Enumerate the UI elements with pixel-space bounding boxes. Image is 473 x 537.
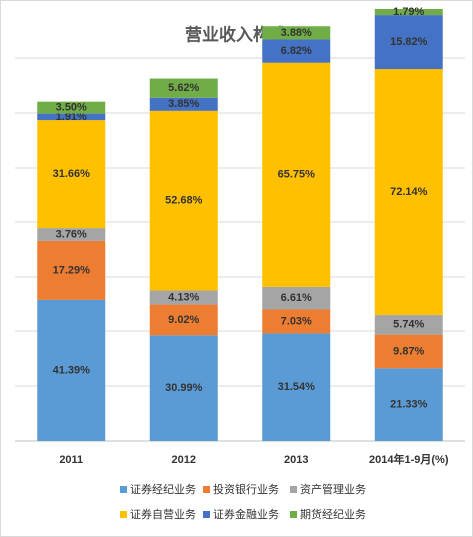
bar-segment — [149, 110, 218, 291]
bar-segment — [262, 39, 331, 63]
bar-segment — [37, 101, 106, 114]
value-label: 3.76% — [56, 228, 87, 240]
value-label: 3.50% — [56, 102, 87, 114]
bar-segment — [374, 334, 443, 369]
bar-segment — [37, 240, 106, 300]
value-label: 41.39% — [53, 364, 91, 376]
legend-label: 证券金融业务 — [213, 507, 279, 521]
legend-swatch — [203, 486, 210, 493]
value-label: 9.02% — [168, 314, 199, 326]
bar-segment — [262, 62, 331, 287]
value-label: 3.88% — [281, 27, 312, 39]
x-tick-label: 2012 — [172, 454, 196, 466]
bar-segment — [262, 309, 331, 334]
bar-segment — [149, 304, 218, 336]
value-label: 1.79% — [393, 6, 424, 18]
bar-segment — [37, 113, 106, 121]
value-label: 31.66% — [53, 168, 91, 180]
value-label: 6.61% — [281, 292, 312, 304]
bar-segment — [262, 26, 331, 40]
bar-segment — [37, 228, 106, 241]
value-label: 7.03% — [281, 315, 312, 327]
value-label: 4.13% — [168, 291, 199, 303]
legend-label: 证券自营业务 — [130, 507, 196, 521]
x-tick-label: 2013 — [284, 454, 308, 466]
value-label: 30.99% — [165, 382, 203, 394]
value-label: 5.74% — [393, 319, 424, 331]
legend-swatch — [290, 486, 297, 493]
x-tick-label: 2011 — [59, 454, 83, 466]
value-label: 3.85% — [168, 98, 199, 110]
legend-label: 投资银行业务 — [213, 482, 279, 496]
value-label: 17.29% — [53, 264, 91, 276]
value-label: 21.33% — [390, 399, 428, 411]
value-label: 5.62% — [168, 82, 199, 94]
value-label: 1.91% — [56, 111, 87, 123]
chart-title: 营业收入构成 — [185, 24, 287, 44]
legend-label: 资产管理业务 — [300, 482, 366, 496]
bar-segment — [149, 97, 218, 111]
value-label: 9.87% — [393, 345, 424, 357]
bar-segment — [262, 333, 331, 441]
legend-swatch — [290, 511, 297, 518]
legend-swatch — [203, 511, 210, 518]
x-tick-label: 2014年1-9月(%) — [369, 452, 449, 466]
bar-segment — [374, 8, 443, 16]
bar-segment — [149, 78, 218, 98]
bar-segment — [262, 286, 331, 310]
value-label: 52.68% — [165, 195, 203, 207]
bar-segment — [37, 299, 106, 441]
value-label: 72.14% — [390, 186, 428, 198]
bar-segment — [374, 368, 443, 441]
bar-segment — [374, 69, 443, 316]
legend-swatch — [120, 511, 127, 518]
bar-segment — [37, 120, 106, 229]
legend-label: 期货经纪业务 — [300, 507, 366, 521]
value-label: 31.54% — [278, 381, 316, 393]
bar-segment — [149, 290, 218, 305]
bar-segment — [149, 335, 218, 441]
bar-segment — [374, 15, 443, 70]
value-label: 6.82% — [281, 45, 312, 57]
bar-segment — [374, 315, 443, 335]
value-label: 15.82% — [390, 36, 428, 48]
legend-swatch — [120, 486, 127, 493]
value-label: 65.75% — [278, 169, 316, 181]
legend-label: 证券经纪业务 — [130, 482, 196, 496]
